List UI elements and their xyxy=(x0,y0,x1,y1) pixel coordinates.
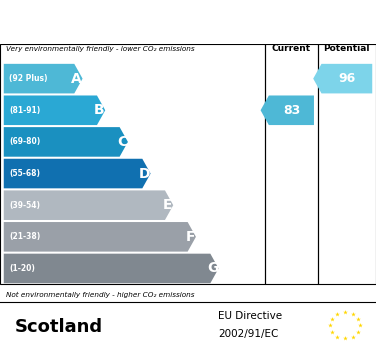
Bar xyxy=(0,44,265,284)
Text: G: G xyxy=(207,261,218,276)
Text: Current: Current xyxy=(272,45,311,53)
Polygon shape xyxy=(4,127,128,157)
Text: A: A xyxy=(71,72,82,86)
Polygon shape xyxy=(4,190,173,220)
Polygon shape xyxy=(4,159,150,188)
Text: D: D xyxy=(139,167,150,181)
Text: (39-54): (39-54) xyxy=(9,201,40,210)
Text: Potential: Potential xyxy=(324,45,370,53)
Text: Environmental Impact (CO₂) Rating: Environmental Impact (CO₂) Rating xyxy=(30,14,346,29)
Text: 96: 96 xyxy=(338,72,355,85)
Text: (81-91): (81-91) xyxy=(9,106,41,115)
Text: (21-38): (21-38) xyxy=(9,232,41,241)
Polygon shape xyxy=(261,95,314,125)
Text: (69-80): (69-80) xyxy=(9,137,41,147)
Text: EU Directive: EU Directive xyxy=(218,311,282,321)
Text: (92 Plus): (92 Plus) xyxy=(9,74,48,83)
Polygon shape xyxy=(4,95,105,125)
Text: Not environmentally friendly - higher CO₂ emissions: Not environmentally friendly - higher CO… xyxy=(6,292,194,298)
Text: Very environmentally friendly - lower CO₂ emissions: Very environmentally friendly - lower CO… xyxy=(6,46,194,52)
Text: (55-68): (55-68) xyxy=(9,169,40,178)
Polygon shape xyxy=(4,222,196,252)
Bar xyxy=(318,44,376,284)
Text: (1-20): (1-20) xyxy=(9,264,35,273)
Polygon shape xyxy=(4,254,218,283)
Polygon shape xyxy=(4,64,83,93)
Text: C: C xyxy=(117,135,127,149)
Text: B: B xyxy=(94,103,105,117)
Text: Scotland: Scotland xyxy=(15,318,103,336)
Bar xyxy=(265,44,318,284)
Text: E: E xyxy=(163,198,172,212)
Text: 2002/91/EC: 2002/91/EC xyxy=(218,329,279,339)
Text: F: F xyxy=(185,230,195,244)
Text: 83: 83 xyxy=(283,104,300,117)
Polygon shape xyxy=(313,64,372,93)
